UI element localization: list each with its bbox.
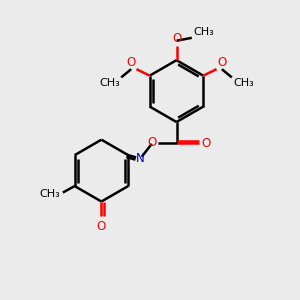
Text: O: O	[97, 220, 106, 233]
Text: CH₃: CH₃	[99, 78, 120, 88]
Text: N: N	[136, 152, 144, 165]
Text: O: O	[148, 136, 157, 149]
Text: O: O	[172, 32, 181, 46]
Text: O: O	[126, 56, 136, 69]
Text: O: O	[218, 56, 227, 69]
Text: CH₃: CH₃	[233, 78, 254, 88]
Text: O: O	[201, 137, 210, 150]
Text: CH₃: CH₃	[193, 27, 214, 37]
Text: CH₃: CH₃	[39, 189, 60, 199]
